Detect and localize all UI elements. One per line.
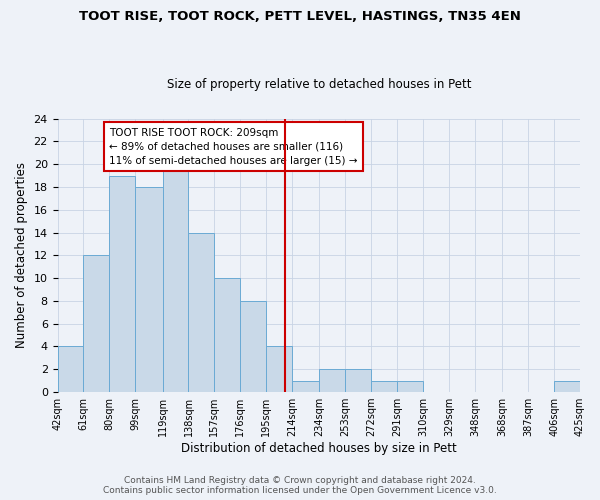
Text: TOOT RISE TOOT ROCK: 209sqm
← 89% of detached houses are smaller (116)
11% of se: TOOT RISE TOOT ROCK: 209sqm ← 89% of det…: [109, 128, 358, 166]
Bar: [346, 370, 371, 392]
Bar: [292, 380, 319, 392]
Bar: [397, 380, 423, 392]
Text: TOOT RISE, TOOT ROCK, PETT LEVEL, HASTINGS, TN35 4EN: TOOT RISE, TOOT ROCK, PETT LEVEL, HASTIN…: [79, 10, 521, 23]
Title: Size of property relative to detached houses in Pett: Size of property relative to detached ho…: [167, 78, 471, 91]
Bar: [109, 176, 135, 392]
X-axis label: Distribution of detached houses by size in Pett: Distribution of detached houses by size …: [181, 442, 457, 455]
Text: Contains HM Land Registry data © Crown copyright and database right 2024.
Contai: Contains HM Land Registry data © Crown c…: [103, 476, 497, 495]
Bar: [319, 370, 346, 392]
Bar: [214, 278, 241, 392]
Bar: [83, 256, 109, 392]
Bar: [241, 301, 266, 392]
Y-axis label: Number of detached properties: Number of detached properties: [15, 162, 28, 348]
Bar: [58, 346, 83, 392]
Bar: [188, 232, 214, 392]
Bar: [135, 187, 163, 392]
Bar: [266, 346, 292, 392]
Bar: [371, 380, 397, 392]
Bar: [163, 164, 188, 392]
Bar: [554, 380, 580, 392]
